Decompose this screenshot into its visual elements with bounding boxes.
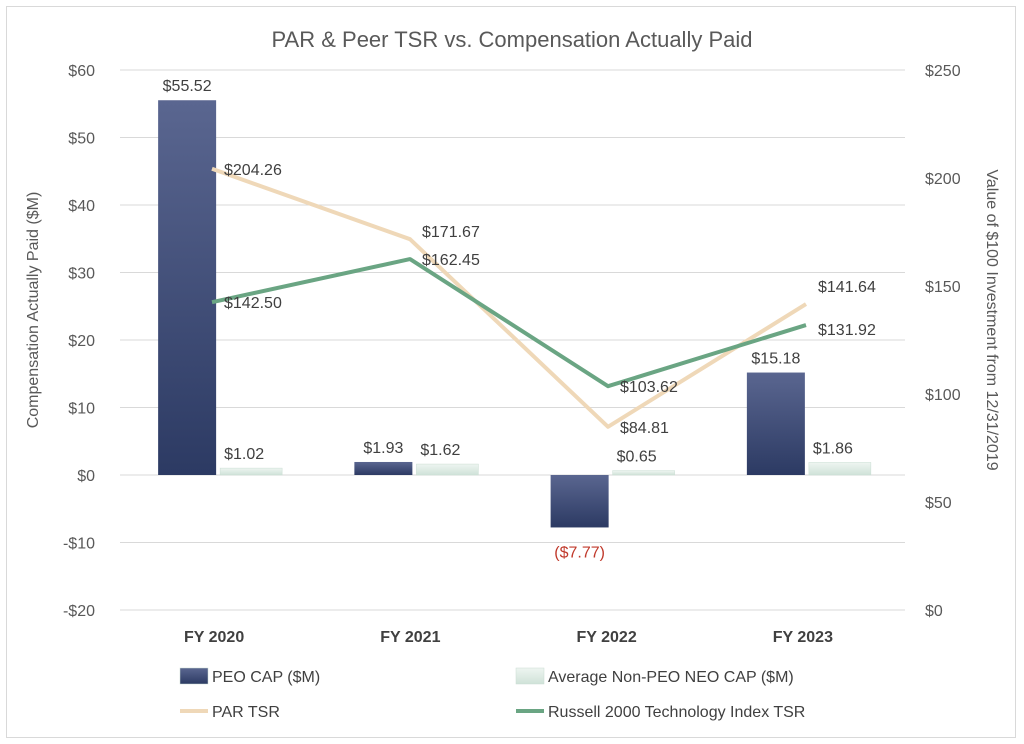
chart-frame xyxy=(6,6,1016,738)
legend-neo-cap-label: Average Non-PEO NEO CAP ($M) xyxy=(548,669,794,686)
y-left-tick-label: -$10 xyxy=(63,536,95,553)
peo-cap-bar xyxy=(354,461,413,475)
lines xyxy=(211,166,808,429)
gridlines xyxy=(120,69,905,611)
y-left-tick-label: $50 xyxy=(68,131,95,148)
par-tsr-label: $84.81 xyxy=(620,420,669,437)
y-right-ticks: $250 $200 $150 $100 $50 $0 xyxy=(925,63,961,620)
peo-cap-label: $55.52 xyxy=(163,78,212,95)
russell-tsr-label: $162.45 xyxy=(422,252,480,269)
peo-cap-label: $15.18 xyxy=(751,351,800,368)
y-right-tick-label: $200 xyxy=(925,171,961,188)
y-right-tick-label: $250 xyxy=(925,63,961,80)
y-left-tick-label: $20 xyxy=(68,333,95,350)
par-tsr-label: $171.67 xyxy=(422,224,480,241)
par-tsr-line xyxy=(211,166,808,429)
legend: PEO CAP ($M) Average Non-PEO NEO CAP ($M)… xyxy=(179,667,805,721)
legend-peo-cap-swatch xyxy=(179,667,209,685)
y-left-tick-label: $0 xyxy=(77,468,95,485)
peo-cap-label: ($7.77) xyxy=(554,544,605,561)
y-right-tick-label: $0 xyxy=(925,603,943,620)
legend-par-tsr-label: PAR TSR xyxy=(212,704,280,721)
y-left-tick-label: $40 xyxy=(68,198,95,215)
y-right-tick-label: $100 xyxy=(925,387,961,404)
x-tick-label: FY 2021 xyxy=(380,629,440,646)
neo-cap-bar xyxy=(612,470,675,476)
neo-cap-label: $1.62 xyxy=(420,442,460,459)
russell-tsr-label: $142.50 xyxy=(224,295,282,312)
legend-neo-cap-swatch xyxy=(515,667,545,685)
y-right-axis-label: Value of $100 Investment from 12/31/2019 xyxy=(983,169,1000,470)
x-tick-label: FY 2020 xyxy=(184,629,244,646)
y-left-axis-label: Compensation Actually Paid ($M) xyxy=(25,192,42,429)
russell-tsr-label: $131.92 xyxy=(818,322,876,339)
neo-cap-label: $0.65 xyxy=(617,449,657,466)
data-labels: $55.52 $1.02 $1.93 $1.62 ($7.77) $0.65 $15.18 $… xyxy=(163,78,876,561)
chart-title: PAR & Peer TSR vs. Compensation Actually… xyxy=(272,27,753,52)
y-left-tick-label: $60 xyxy=(68,63,95,80)
y-right-tick-label: $150 xyxy=(925,279,961,296)
y-right-tick-label: $50 xyxy=(925,495,952,512)
y-left-tick-label: $10 xyxy=(68,401,95,418)
neo-cap-label: $1.02 xyxy=(224,446,264,463)
neo-cap-label: $1.86 xyxy=(813,440,853,457)
russell-tsr-label: $103.62 xyxy=(620,379,678,396)
legend-russell-tsr-label: Russell 2000 Technology Index TSR xyxy=(548,704,805,721)
bars xyxy=(158,100,872,528)
x-tick-label: FY 2023 xyxy=(773,629,833,646)
x-axis-labels: FY 2020 FY 2021 FY 2022 FY 2023 xyxy=(184,629,833,646)
par-tsr-label: $141.64 xyxy=(818,279,876,296)
neo-cap-bar xyxy=(416,463,479,476)
peo-cap-label: $1.93 xyxy=(363,440,403,457)
y-left-ticks: $60 $50 $40 $30 $20 $10 $0 -$10 -$20 xyxy=(63,63,95,620)
peo-cap-bar xyxy=(550,475,609,528)
legend-peo-cap-label: PEO CAP ($M) xyxy=(212,669,320,686)
y-left-tick-label: -$20 xyxy=(63,603,95,620)
y-left-tick-label: $30 xyxy=(68,266,95,283)
peo-cap-bar xyxy=(746,372,805,475)
par-tsr-label: $204.26 xyxy=(224,162,282,179)
x-tick-label: FY 2022 xyxy=(577,629,637,646)
neo-cap-bar xyxy=(808,462,872,476)
peo-cap-bar xyxy=(158,100,217,476)
russell-tsr-line xyxy=(211,257,807,389)
neo-cap-bar xyxy=(219,467,283,476)
